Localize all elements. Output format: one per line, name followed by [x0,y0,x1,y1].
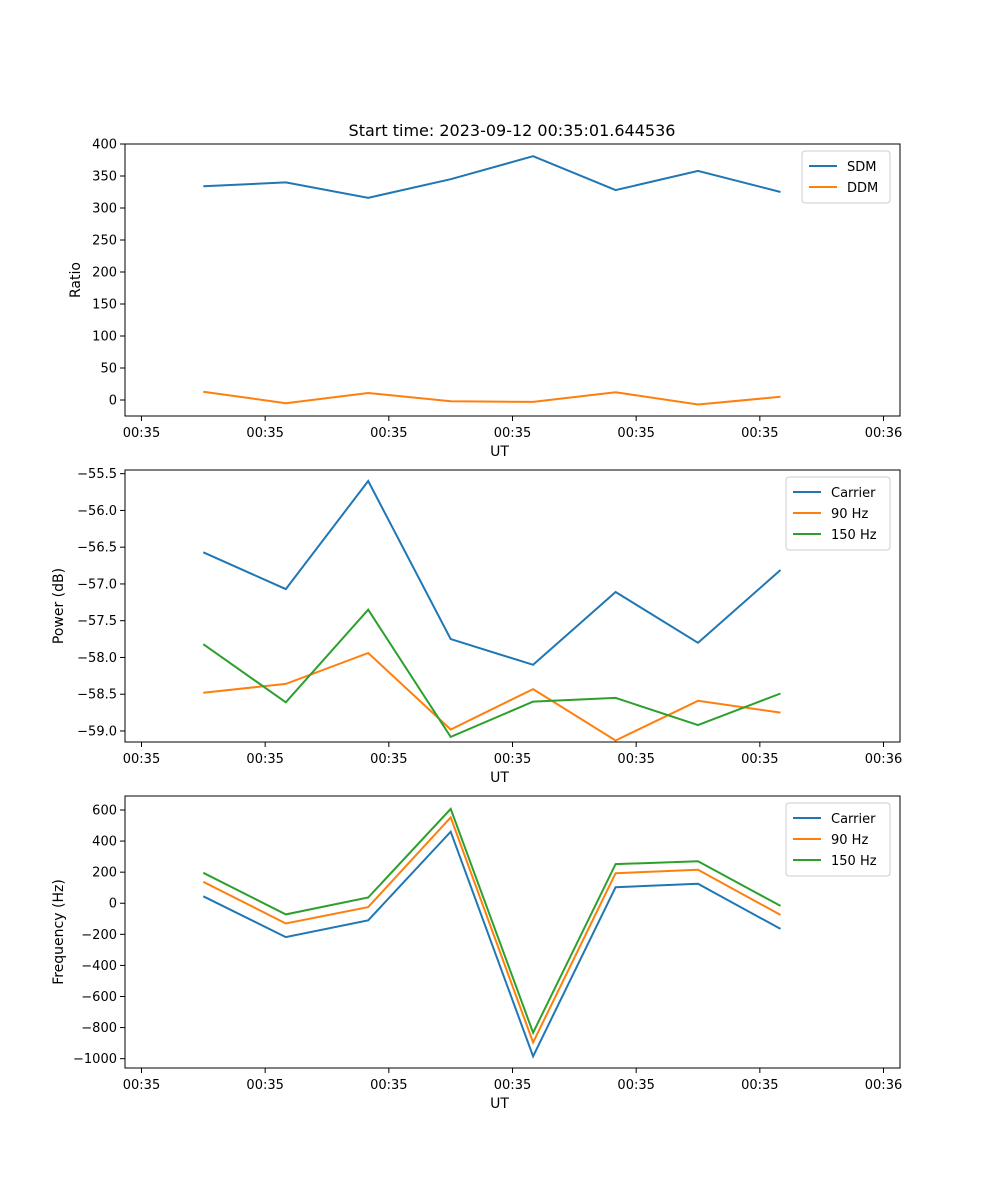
legend: Carrier 90 Hz 150 Hz [785,802,891,877]
x-tick-label: 00:35 [494,426,531,441]
legend-label: Carrier [831,812,876,827]
series-line-150-hz [202,807,781,1036]
y-tick-label: 50 [100,362,117,377]
figure-title: Start time: 2023-09-12 00:35:01.644536 [349,121,676,140]
legend-box [801,150,891,204]
legend-label: 90 Hz [831,833,868,848]
y-tick-label: −57.0 [77,577,117,592]
x-tick-label: 00:35 [370,1078,407,1093]
y-tick-label: 400 [92,835,117,850]
x-tick-label: 00:35 [246,426,283,441]
x-tick-label: 00:35 [741,752,778,767]
legend: SDM DDM [801,150,891,204]
y-tick-label: 150 [92,298,117,313]
y-tick-label: −56.5 [77,541,117,556]
y-tick-label: −600 [81,990,117,1005]
y-tick-label: 200 [92,866,117,881]
series-line-90-hz [202,815,781,1045]
x-tick-label: 00:35 [617,1078,654,1093]
x-tick-label: 00:35 [617,426,654,441]
x-tick-label: 00:35 [370,426,407,441]
series-line-90-hz [203,651,781,742]
x-tick-label: 00:35 [123,426,160,441]
x-axis-label: UT [490,444,509,460]
y-tick-label: 0 [109,897,117,912]
legend-label: DDM [847,181,878,196]
y-tick-label: 400 [92,138,117,153]
y-tick-label: 0 [109,394,117,409]
y-tick-label: −56.0 [77,504,117,519]
y-tick-label: 300 [92,202,117,217]
series-line-150-hz [202,608,781,739]
legend-label: 150 Hz [831,528,877,543]
legend-box [785,476,891,551]
y-tick-label: 250 [92,234,117,249]
x-tick-label: 00:35 [123,752,160,767]
x-axis-label: UT [490,1096,509,1112]
legend-label: 90 Hz [831,507,868,522]
y-axis-label: Frequency (Hz) [51,879,67,985]
y-tick-label: 600 [92,803,117,818]
series-line-ddm [203,390,781,406]
series-line-sdm [203,155,781,199]
legend-box [785,802,891,877]
y-tick-label: −58.5 [77,688,117,703]
y-tick-label: −1000 [73,1052,117,1067]
chart-panel-2: −59.0 −58.5 −58.0 −57.5 −57.0 −56.5 −56.0 −55.5… [51,467,902,786]
y-tick-label: −59.0 [77,724,117,739]
x-tick-label: 00:35 [494,752,531,767]
plot-frame [124,795,901,1069]
legend-label: SDM [847,160,876,175]
x-tick-label: 00:35 [494,1078,531,1093]
plot-frame [124,469,901,743]
x-tick-label: 00:35 [741,1078,778,1093]
y-tick-label: 350 [92,170,117,185]
y-tick-label: −400 [81,959,117,974]
y-axis-label: Ratio [68,262,84,298]
plot-frame [124,143,901,417]
y-tick-label: −57.5 [77,614,117,629]
x-tick-label: 00:35 [123,1078,160,1093]
y-tick-label: −55.5 [77,467,117,482]
y-tick-label: 200 [92,266,117,281]
y-tick-label: −58.0 [77,651,117,666]
x-tick-label: 00:35 [741,426,778,441]
x-axis-label: UT [490,770,509,786]
legend: Carrier 90 Hz 150 Hz [785,476,891,551]
x-tick-label: 00:36 [865,752,902,767]
x-tick-label: 00:35 [617,752,654,767]
series-line-carrier [202,479,782,666]
chart-panel-3: −1000 −800 −600 −400 −200 0 200 400 600 00:35 00:3… [51,795,902,1112]
legend-label: 150 Hz [831,854,877,869]
legend-label: Carrier [831,486,876,501]
y-tick-label: −800 [81,1021,117,1036]
y-axis-label: Power (dB) [51,568,67,644]
chart-panel-1: 0 50 100 150 200 250 300 350 400 00:35 00:35 00:35 0… [68,138,902,461]
x-tick-label: 00:36 [865,426,902,441]
x-tick-label: 00:35 [246,1078,283,1093]
series-line-carrier [202,829,781,1059]
x-tick-label: 00:35 [246,752,283,767]
y-tick-label: 100 [92,330,117,345]
x-tick-label: 00:35 [370,752,407,767]
x-tick-label: 00:36 [865,1078,902,1093]
y-tick-label: −200 [81,928,117,943]
